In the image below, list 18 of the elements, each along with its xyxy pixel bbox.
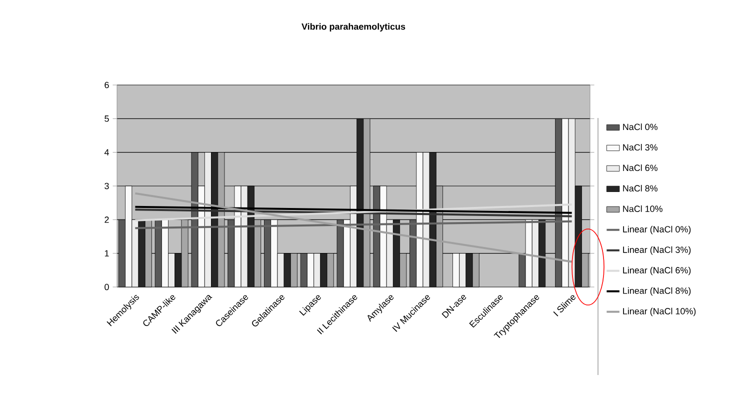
legend-label: NaCl 8%: [623, 184, 658, 192]
legend-label: Linear (NaCl 8%): [623, 287, 691, 296]
y-tick-label: 4: [104, 149, 109, 156]
y-tick-label: 5: [104, 116, 109, 122]
y-tick-label: 6: [104, 82, 109, 88]
legend-label: NaCl 10%: [623, 205, 662, 212]
y-tick-label: 0: [104, 284, 109, 290]
legend-label: Linear (NaCl 6%): [623, 266, 691, 276]
legend-label: Linear (NaCl 3%): [623, 246, 691, 255]
y-tick-label: 3: [104, 182, 109, 190]
legend-label: NaCl 3%: [623, 144, 658, 151]
y-tick-label: 2: [104, 216, 109, 223]
legend-label: Linear (NaCl 0%): [623, 226, 691, 234]
legend-label: Linear (NaCl 10%): [623, 308, 696, 316]
chart-title: Vibrio parahaemolyticus: [302, 23, 406, 32]
y-tick-label: 1: [104, 250, 109, 256]
legend-label: NaCl 0%: [623, 123, 658, 130]
legend-label: NaCl 6%: [623, 164, 658, 172]
